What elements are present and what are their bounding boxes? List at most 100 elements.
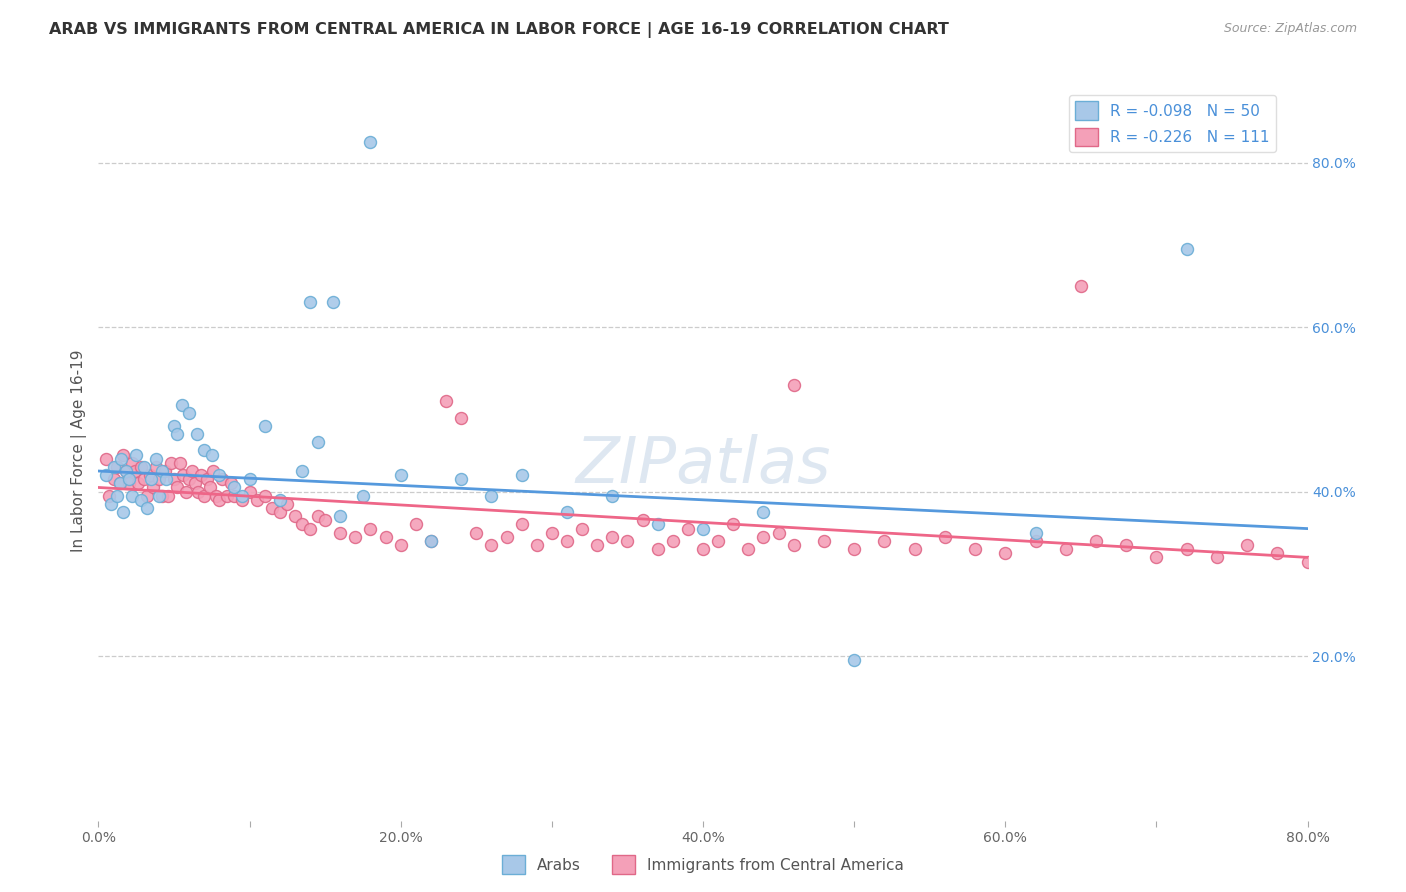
Point: [723, 517, 745, 532]
Point: [111, 448, 134, 462]
Point: [692, 522, 714, 536]
Point: [94, 451, 117, 466]
Point: [135, 489, 157, 503]
Point: [179, 472, 201, 486]
Point: [246, 492, 269, 507]
Point: [163, 472, 186, 486]
Point: [253, 489, 276, 503]
Point: [586, 538, 609, 552]
Point: [481, 489, 503, 503]
Point: [314, 513, 336, 527]
Point: [239, 484, 262, 499]
Point: [389, 468, 412, 483]
Point: [526, 538, 548, 552]
Point: [360, 522, 382, 536]
Point: [269, 492, 291, 507]
Point: [114, 464, 136, 478]
Point: [160, 456, 183, 470]
Point: [1175, 242, 1198, 256]
Point: [540, 525, 562, 540]
Point: [844, 653, 866, 667]
Text: ARAB VS IMMIGRANTS FROM CENTRAL AMERICA IN LABOR FORCE | AGE 16-19 CORRELATION C: ARAB VS IMMIGRANTS FROM CENTRAL AMERICA …: [49, 22, 949, 38]
Point: [100, 497, 122, 511]
Point: [174, 484, 197, 499]
Point: [555, 505, 578, 519]
Point: [692, 542, 714, 557]
Point: [169, 456, 191, 470]
Point: [510, 517, 533, 532]
Point: [276, 497, 298, 511]
Point: [155, 472, 177, 486]
Point: [647, 517, 669, 532]
Point: [1296, 554, 1319, 569]
Point: [150, 489, 173, 503]
Point: [94, 468, 117, 483]
Point: [142, 480, 165, 494]
Point: [156, 489, 179, 503]
Point: [231, 492, 253, 507]
Point: [873, 533, 896, 548]
Point: [1206, 550, 1229, 565]
Text: ZIPatlas: ZIPatlas: [575, 434, 831, 496]
Point: [465, 525, 488, 540]
Point: [360, 135, 382, 149]
Point: [124, 464, 146, 478]
Point: [103, 472, 125, 486]
Point: [344, 530, 367, 544]
Point: [145, 451, 167, 466]
Point: [118, 476, 141, 491]
Point: [450, 410, 472, 425]
Point: [98, 489, 121, 503]
Point: [1175, 542, 1198, 557]
Point: [114, 464, 136, 478]
Point: [127, 476, 149, 491]
Point: [108, 476, 131, 491]
Point: [299, 295, 322, 310]
Point: [1024, 525, 1046, 540]
Point: [202, 464, 225, 478]
Point: [450, 472, 472, 486]
Point: [195, 472, 218, 486]
Point: [215, 489, 238, 503]
Point: [813, 533, 835, 548]
Point: [1085, 533, 1108, 548]
Point: [329, 509, 352, 524]
Point: [186, 427, 208, 442]
Point: [405, 517, 427, 532]
Point: [201, 448, 224, 462]
Point: [205, 489, 228, 503]
Point: [768, 525, 790, 540]
Point: [172, 468, 194, 483]
Point: [1267, 546, 1289, 560]
Point: [111, 505, 134, 519]
Point: [994, 546, 1017, 560]
Point: [904, 542, 927, 557]
Point: [389, 538, 412, 552]
Point: [141, 472, 163, 486]
Point: [602, 489, 624, 503]
Point: [420, 533, 443, 548]
Point: [135, 501, 157, 516]
Point: [221, 476, 243, 491]
Point: [129, 492, 152, 507]
Point: [150, 464, 173, 478]
Point: [783, 377, 806, 392]
Point: [108, 476, 131, 491]
Point: [631, 513, 654, 527]
Text: Source: ZipAtlas.com: Source: ZipAtlas.com: [1223, 22, 1357, 36]
Point: [224, 480, 246, 494]
Point: [179, 407, 201, 421]
Point: [103, 459, 125, 474]
Point: [420, 533, 443, 548]
Point: [269, 505, 291, 519]
Point: [284, 509, 307, 524]
Point: [1070, 279, 1092, 293]
Point: [262, 501, 284, 516]
Point: [193, 443, 215, 458]
Point: [153, 464, 176, 478]
Point: [110, 451, 132, 466]
Point: [1115, 538, 1137, 552]
Point: [118, 472, 141, 486]
Point: [166, 480, 188, 494]
Point: [145, 459, 167, 474]
